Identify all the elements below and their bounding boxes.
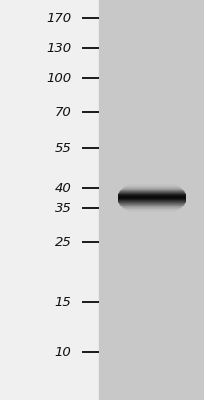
- Text: 15: 15: [55, 296, 71, 308]
- Text: 100: 100: [46, 72, 71, 84]
- Text: 35: 35: [55, 202, 71, 214]
- Text: 25: 25: [55, 236, 71, 248]
- Text: 55: 55: [55, 142, 71, 154]
- Text: 10: 10: [55, 346, 71, 358]
- Bar: [0, 0, 99, 400]
- Text: 170: 170: [46, 12, 71, 24]
- Bar: [99, 0, 204, 400]
- Text: 130: 130: [46, 42, 71, 54]
- Text: 70: 70: [55, 106, 71, 118]
- Text: 40: 40: [55, 182, 71, 194]
